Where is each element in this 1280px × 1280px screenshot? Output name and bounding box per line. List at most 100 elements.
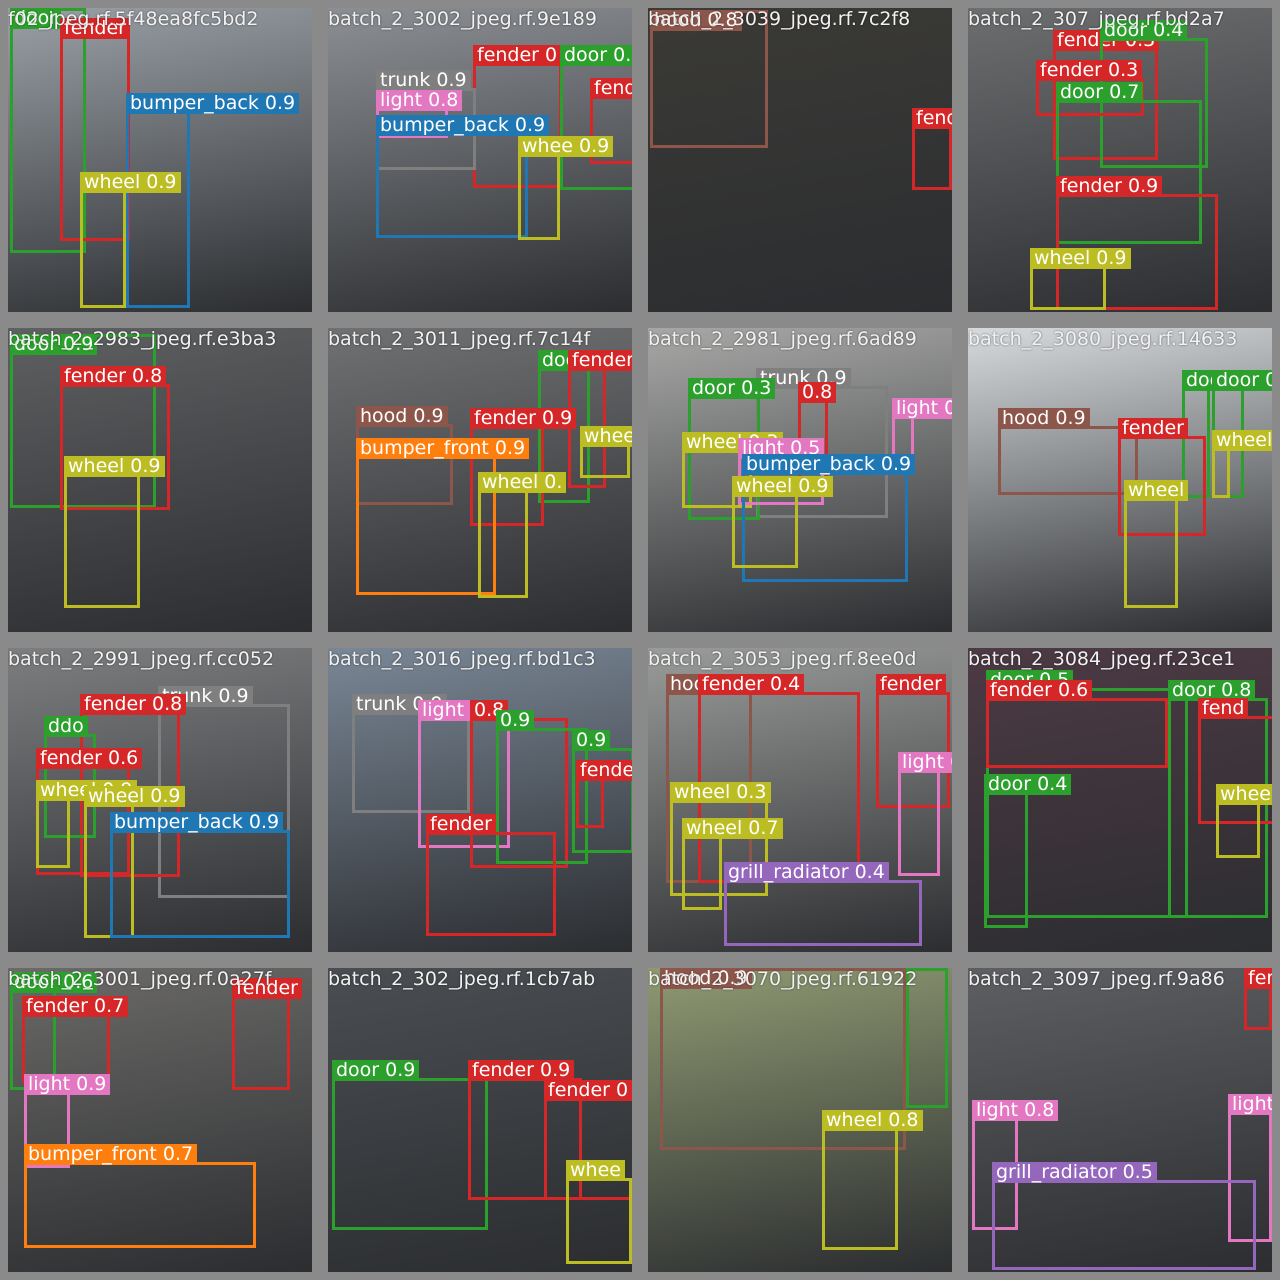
detection-label: fender 0.6 <box>986 680 1093 701</box>
detection-label: wheel 0. <box>478 472 567 493</box>
detection-label: door 0.8 <box>1168 680 1256 701</box>
detection-box: fende <box>590 78 632 164</box>
detection-label: door 0. <box>560 45 632 66</box>
detection-box: fender 0 <box>544 1080 632 1200</box>
detection-label: door 0.9 <box>10 334 98 355</box>
image-tile: batch_2_3070_jpeg.rf.61922 hood 0.9 wheel … <box>648 968 952 1272</box>
detection-box: hood 0.8 <box>650 10 768 148</box>
image-tile: batch_2_2981_jpeg.rf.6ad89 trunk 0.9 door … <box>648 328 952 632</box>
image-filename: batch_2_3070_jpeg.rf.61922 <box>648 968 918 990</box>
detection-box: fend <box>1198 698 1272 824</box>
detection-label: light 0.8 <box>972 1100 1059 1121</box>
image-filename: batch_2_302_jpeg.rf.1cb7ab <box>328 968 596 990</box>
detection-label: door 0.7 <box>1056 82 1144 103</box>
detection-box: fender 0.9 <box>1056 176 1218 310</box>
detection-box: fen <box>1244 968 1272 1030</box>
detection-box: hood 0.9 <box>356 406 453 505</box>
detection-box: wheel 0.9 <box>36 780 137 868</box>
detection-box: fender 0.6 <box>986 680 1168 768</box>
detection-box: bumper_front 0.7 <box>24 1144 256 1248</box>
detection-box: door 0.4 <box>1100 20 1208 168</box>
detection-label: hood 0.8 <box>650 10 742 31</box>
detection-box: wheel 0. <box>478 472 567 598</box>
detection-label: fender 0.9 <box>468 1060 575 1081</box>
car-photo <box>648 8 952 312</box>
detection-box: bumper_back 0.9 <box>126 93 300 308</box>
detection-box: fender 0.3 <box>1036 60 1144 116</box>
detection-box: fender <box>232 978 302 1090</box>
detection-label: fender 0 <box>473 45 562 66</box>
image-filename: batch_2_2981_jpeg.rf.6ad89 <box>648 328 917 350</box>
detection-box: hood 0.9 <box>660 968 906 1150</box>
image-filename: batch_2_3084_jpeg.rf.23ce1 <box>968 648 1236 670</box>
detection-label: hood 0.9 <box>998 408 1090 429</box>
detection-box: bumper_back 0.9 <box>376 115 550 238</box>
detection-label: bumper_back 0.9 <box>110 812 284 833</box>
detection-label: fender <box>568 350 632 371</box>
image-tile: batch_2_3080_jpeg.rf.14633 door door 0 hood… <box>968 328 1272 632</box>
detection-label: wheel <box>1124 480 1189 501</box>
car-photo <box>8 8 312 312</box>
detection-label: door 0.4 <box>1100 20 1188 41</box>
detection-box: whee 0.9 <box>518 136 614 240</box>
detection-box: wheel 0.7 <box>682 818 783 910</box>
image-tile: batch_2_3002_jpeg.rf.9e189 fender 0 door 0… <box>328 8 632 312</box>
detection-label: door 0 <box>1212 370 1272 391</box>
detection-label: fender 0.7 <box>22 996 129 1017</box>
image-tile: f02_jpeg.rf.5f48ea8fc5bd2 door fender bumpe… <box>8 8 312 312</box>
detection-label: light 0 <box>892 398 952 419</box>
image-filename: batch_2_3080_jpeg.rf.14633 <box>968 328 1238 350</box>
detection-label: door 0.9 <box>332 1060 420 1081</box>
detection-box: fender 0.8 <box>60 366 170 510</box>
detection-label: fender 0.4 <box>698 674 805 695</box>
detection-label: fender 0.9 <box>1056 176 1163 197</box>
image-filename: batch_2_3016_jpeg.rf.bd1c3 <box>328 648 596 670</box>
detection-box: fende <box>576 760 632 828</box>
image-filename: batch_2_2991_jpeg.rf.cc052 <box>8 648 275 670</box>
detection-label: fende <box>590 78 632 99</box>
detection-box: bumper_front 0.9 <box>356 438 530 595</box>
detection-label: hood 0.9 <box>660 968 752 989</box>
image-filename: batch_2_3097_jpeg.rf.9a86 <box>968 968 1225 990</box>
detection-label: light 0 <box>898 752 952 773</box>
car-photo <box>8 968 312 1272</box>
image-filename: batch_2_307_jpeg.rf.bd2a7 <box>968 8 1225 30</box>
detection-label: wheel 0.9 <box>80 172 181 193</box>
detection-box: grill_radiator 0.4 <box>724 862 922 946</box>
detection-box: whee <box>580 426 632 478</box>
detection-label: bumper_front 0.9 <box>356 438 530 459</box>
detection-box: wheel 0.9 <box>732 476 833 568</box>
detection-label: ddo <box>44 716 88 737</box>
detection-box: fender <box>876 674 950 808</box>
detection-label: fender 0.6 <box>36 748 143 769</box>
detection-box: wheel <box>1216 784 1272 858</box>
detection-label: fend <box>1198 698 1249 719</box>
detection-box: 0.9 <box>572 730 632 853</box>
detection-label: light 0.5 <box>738 438 825 459</box>
image-tile: batch_2_3053_jpeg.rf.8ee0d hoo fender 0.4 f… <box>648 648 952 952</box>
detection-label: bumper_back 0.9 <box>126 93 300 114</box>
detection-box: wheel 0.9 <box>84 786 185 938</box>
detection-box: trunk 0.9 <box>352 694 470 813</box>
detection-label: door <box>10 8 62 29</box>
detection-label: grill_radiator 0.4 <box>724 862 889 883</box>
detection-label: door 0.3 <box>688 378 776 399</box>
detection-label: fender <box>876 674 946 695</box>
image-tile: batch_2_3097_jpeg.rf.9a86 fen light 0.8 lig… <box>968 968 1272 1272</box>
detection-label: grill_radiator 0.5 <box>992 1162 1157 1183</box>
detection-label: 0.9 <box>496 710 535 731</box>
detection-box: door 0. <box>560 45 632 190</box>
detection-label: whee 0.9 <box>518 136 614 157</box>
detection-box: door 0.9 <box>332 1060 488 1230</box>
detection-label: hood 0.9 <box>356 406 448 427</box>
detection-box: wheel 0.8 <box>822 1110 923 1250</box>
image-tile: batch_2_2991_jpeg.rf.cc052 trunk 0.9 fende… <box>8 648 312 952</box>
detection-box: light 0.9 <box>24 1074 111 1168</box>
detection-label: fender 0.8 <box>60 366 167 387</box>
image-tile: batch_2_3084_jpeg.rf.23ce1door 0.5fender… <box>968 648 1272 952</box>
detection-label: wheel 0.9 <box>1030 248 1131 269</box>
image-filename: batch_2_3001_jpeg.rf.0a27f <box>8 968 272 990</box>
